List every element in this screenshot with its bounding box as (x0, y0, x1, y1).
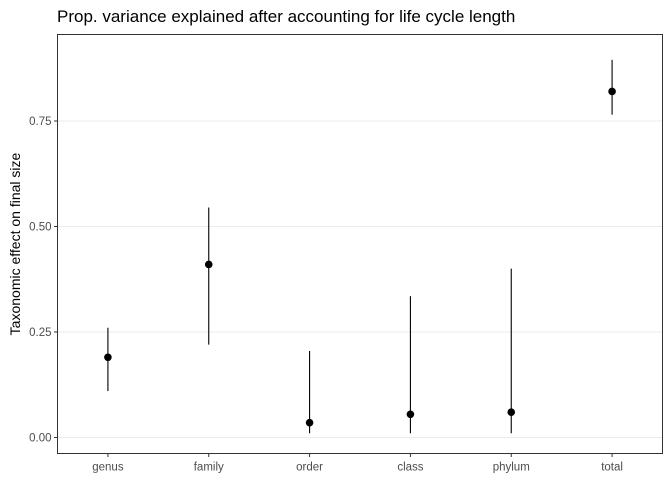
x-tick-label: family (194, 462, 224, 474)
axes: 0.00 0.25 0.50 0.75 genus family order class phy… (29, 116, 623, 473)
chart-title: Prop. variance explained after accountin… (57, 7, 515, 26)
point-phylum (507, 408, 516, 416)
point-class (406, 410, 415, 419)
y-tick-label: 0.75 (29, 116, 51, 128)
y-axis-label: Taxonomic effect on final size (7, 152, 23, 335)
x-tick-label: phylum (493, 462, 530, 474)
plot-marks (104, 59, 616, 434)
x-tick-label: order (296, 462, 323, 474)
x-tick-label: genus (92, 462, 124, 474)
x-tick-label: class (397, 462, 423, 474)
grid-lines (57, 120, 663, 438)
point-family (204, 260, 213, 269)
point-total (608, 87, 616, 96)
y-tick-label: 0.00 (29, 432, 51, 444)
y-tick-label: 0.25 (29, 327, 51, 339)
panel-border (57, 34, 663, 454)
point-genus (104, 353, 112, 362)
y-tick-label: 0.50 (29, 221, 51, 233)
x-tick-label: total (601, 462, 623, 474)
point-order (305, 418, 314, 427)
